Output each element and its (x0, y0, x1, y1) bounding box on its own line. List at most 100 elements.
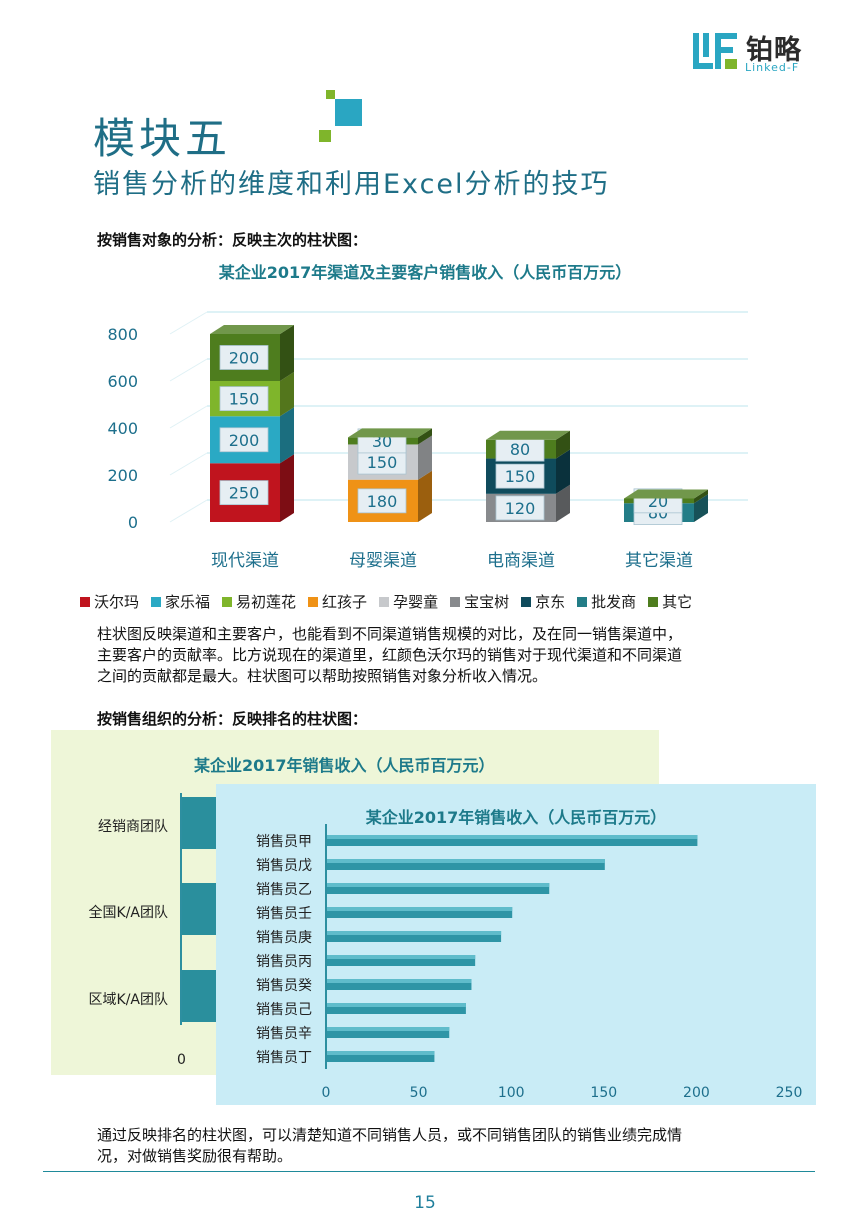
data-label-box (219, 427, 269, 453)
gridline (169, 452, 208, 476)
salesperson-bar (327, 1027, 450, 1038)
legend-swatch (379, 596, 390, 607)
data-label: 200 (229, 431, 260, 450)
data-label-box (357, 488, 407, 514)
y-tick-label: 600 (107, 372, 138, 391)
data-label-box (219, 480, 269, 506)
section2-paragraph: 通过反映排名的柱状图，可以清楚知道不同销售人员，或不同销售团队的销售业绩完成情 … (97, 1125, 682, 1167)
legend-item: 红孩子 (308, 591, 367, 612)
salesperson-bar (327, 907, 513, 918)
legend-item: 批发商 (577, 591, 636, 612)
legend-swatch (80, 596, 90, 607)
bar-highlight (327, 979, 472, 983)
x-tick-label: 150 (590, 1085, 617, 1099)
gridline (169, 405, 208, 429)
bar-highlight (327, 1051, 435, 1055)
salesperson-label: 销售员丙 (256, 954, 312, 970)
bar-top-face (486, 430, 570, 440)
legend-label: 家乐福 (165, 593, 211, 611)
legend-label: 孕婴童 (393, 593, 439, 611)
decor-square (335, 99, 362, 126)
x-tick-label: 50 (410, 1085, 428, 1099)
brand-name: 铂略 (746, 35, 802, 66)
legend-swatch (577, 596, 588, 607)
x-tick-label: 100 (498, 1085, 525, 1099)
legend-label: 沃尔玛 (94, 593, 140, 611)
x-tick-label: 0 (177, 1052, 186, 1068)
paragraph-line: 通过反映排名的柱状图，可以清楚知道不同销售人员，或不同销售团队的销售业绩完成情 (97, 1126, 683, 1144)
axis-line (180, 793, 182, 1025)
salesperson-chart-panel: 某企业2017年销售收入（人民币百万元） 销售员甲 销售员戊 销售员乙 销售员壬 销售员… (216, 784, 816, 1105)
data-label: 120 (505, 499, 536, 518)
bar-top-face (348, 428, 432, 438)
salesperson-label: 销售员己 (256, 1002, 312, 1018)
legend-swatch (222, 596, 233, 607)
legend-swatch (308, 596, 319, 607)
x-tick-label: 250 (776, 1085, 803, 1099)
legend-swatch (648, 596, 659, 607)
x-tick-label: 0 (322, 1085, 331, 1099)
bar-segment-side (418, 435, 432, 480)
team-label: 经销商团队 (98, 819, 168, 835)
legend-label: 红孩子 (322, 593, 368, 611)
bar-highlight (327, 955, 476, 959)
bar-segment-side (694, 489, 708, 504)
salesperson-label: 销售员庚 (256, 930, 312, 946)
category-label: 母婴渠道 (349, 551, 417, 571)
salesperson-label: 销售员戊 (256, 858, 312, 874)
gridline (169, 499, 208, 523)
data-label: 150 (229, 390, 260, 409)
salesperson-label: 销售员壬 (256, 906, 312, 922)
section1-paragraph: 柱状图反映渠道和主要客户，也能看到不同渠道销售规模的对比，及在同一销售渠道中， … (97, 624, 682, 687)
data-label: 150 (505, 467, 536, 486)
bar-segment-side (280, 325, 294, 381)
team-label: 区域K/A团队 (88, 992, 168, 1008)
decor-square (319, 130, 331, 142)
paragraph-line: 之间的贡献都是最大。柱状图可以帮助按照销售对象分析收入情况。 (97, 667, 548, 685)
data-label-box (495, 463, 545, 489)
legend-swatch (450, 596, 461, 607)
salesperson-bar (327, 883, 550, 894)
bar-segment-side (280, 372, 294, 417)
legend-label: 易初莲花 (236, 593, 297, 611)
brand-name-en: Linked-F (745, 61, 800, 74)
chart2-title: 某企业2017年销售收入（人民币百万元） (194, 756, 495, 775)
salesperson-bar (327, 1051, 435, 1062)
bar-highlight (327, 907, 513, 911)
chart1-title: 某企业2017年渠道及主要客户销售收入（人民币百万元） (218, 263, 632, 282)
linkedf-logo-icon (693, 33, 737, 69)
salesperson-bar (327, 979, 472, 990)
salesperson-bar (327, 1003, 466, 1014)
section2-heading: 按销售组织的分析：反映排名的柱状图： (97, 710, 368, 728)
bar-segment-side (694, 494, 708, 522)
salesperson-label: 销售员甲 (256, 834, 312, 850)
decor-square (326, 90, 335, 99)
chart1-legend: 沃尔玛 家乐福 易初莲花 红孩子 孕婴童 宝宝树 京东 批发商 其它 (80, 591, 800, 612)
data-label: 250 (229, 484, 260, 503)
salesperson-label: 销售员丁 (256, 1050, 312, 1066)
category-label: 现代渠道 (211, 551, 279, 571)
data-label-box (219, 386, 269, 412)
x-tick-label: 200 (683, 1085, 710, 1099)
footer-divider (43, 1171, 815, 1172)
salesperson-bar (327, 859, 605, 870)
team-label: 全国K/A团队 (88, 905, 168, 921)
module-title: 模块五 (93, 114, 232, 163)
bar-segment-side (418, 470, 432, 522)
bar-segment-side (556, 484, 570, 522)
bar-segment-side (556, 430, 570, 459)
salesperson-label: 销售员癸 (256, 978, 312, 994)
gridline (169, 311, 208, 335)
stacked-bar-chart: 0200400600800250200150200现代渠道18015030母婴渠… (107, 311, 748, 571)
data-label-box (219, 345, 269, 370)
legend-item: 家乐福 (151, 591, 210, 612)
category-label: 电商渠道 (487, 551, 555, 571)
legend-item: 其它 (648, 591, 692, 612)
bar-highlight (327, 859, 605, 863)
bar-segment-side (556, 449, 570, 494)
page-number: 15 (414, 1193, 436, 1213)
paragraph-line: 柱状图反映渠道和主要客户，也能看到不同渠道销售规模的对比，及在同一销售渠道中， (97, 625, 683, 643)
salesperson-label: 销售员辛 (256, 1026, 312, 1042)
legend-swatch (151, 596, 162, 607)
data-label-box (357, 449, 407, 475)
